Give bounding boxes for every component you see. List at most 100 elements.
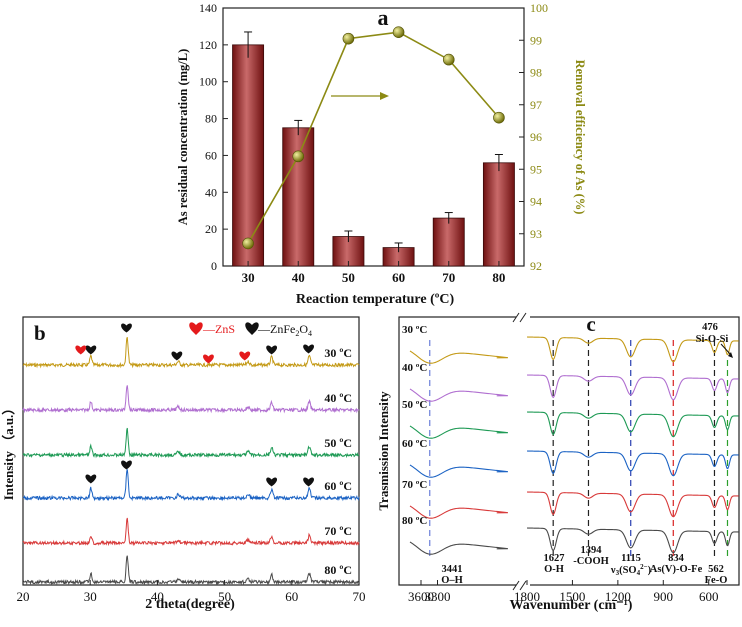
right-tick-label: 98 <box>530 66 542 80</box>
znfe2o4-marker <box>121 323 132 333</box>
xrd-temp-label: 60 ºC <box>324 479 352 493</box>
xrd-temp-label: 40 ºC <box>324 391 352 405</box>
band-834-label: As(V)-O-Fe <box>650 564 703 575</box>
x-tick-label: 30 <box>242 270 255 285</box>
x-tick-label: 1500 <box>559 589 585 604</box>
right-tick-label: 99 <box>530 33 542 47</box>
xrd-temp-label: 70 ºC <box>324 524 352 538</box>
panel-b-xrd-traces <box>22 336 360 586</box>
removal-point-50 <box>342 32 355 45</box>
band-476-pointer <box>720 343 732 356</box>
ftir-trace-high-40ºC <box>409 388 508 402</box>
left-tick-label: 140 <box>199 1 217 15</box>
panel-b-x-ticks: 20 30 40 50 60 70 <box>17 580 366 604</box>
bar-30 <box>232 44 265 267</box>
left-tick-label: 100 <box>199 75 217 89</box>
xrd-trace-60ºC <box>22 469 360 502</box>
ftir-trace-low-80ºC <box>526 527 739 554</box>
panel-b-frame <box>22 316 360 586</box>
band-3441-label: O–H <box>441 575 463 586</box>
panel-b-chart: 20 30 40 50 60 70 30 ºC 40 ºC 50 ºC 60 ºC 70 ºC 80… <box>1 316 366 612</box>
xrd-trace-70ºC <box>22 517 360 547</box>
band-476-pointer-head <box>728 352 733 358</box>
zns-legend-marker <box>189 322 203 335</box>
ftir-temp-label: 80 ºC <box>402 515 427 527</box>
panel-c-temperature-labels: 30 ºC 40 ºC 50 ºC 60 ºC 70 ºC 80 ºC <box>402 324 427 527</box>
znfe2o4-marker <box>85 474 97 484</box>
band-1394-wavenumber: 1394 <box>581 545 603 556</box>
zns-legend-text: —ZnS <box>202 322 235 336</box>
band-3441-wavenumber: 3441 <box>442 564 463 575</box>
left-tick-label: 20 <box>205 222 217 236</box>
x-tick-label: 3600 <box>408 589 434 604</box>
removal-efficiency-line <box>247 31 500 244</box>
x-tick-label: 50 <box>218 589 231 604</box>
removal-point-30 <box>242 237 254 250</box>
right-tick-label: 96 <box>530 130 542 144</box>
x-tick-label: 1800 <box>514 589 540 604</box>
ftir-temp-label: 70 ºC <box>402 479 427 491</box>
panel-a-x-ticks: 30 40 50 60 70 80 <box>242 261 505 285</box>
x-tick-label: 70 <box>442 270 455 285</box>
x-tick-label: 60 <box>392 270 405 285</box>
panel-a-left-axis-label: As residual concentration (mg/L) <box>176 49 190 226</box>
znfe2o4-marker <box>121 460 132 470</box>
ftir-trace-high-30ºC <box>409 350 508 364</box>
panel-a-frame <box>222 7 525 267</box>
panel-b-x-axis-label: 2 theta(degree) <box>145 597 235 612</box>
band-1627-label: O-H <box>544 564 564 575</box>
band-476-wavenumber: 476 <box>702 322 718 333</box>
zns-marker <box>239 351 251 361</box>
xrd-temp-label: 30 ºC <box>324 346 352 360</box>
panel-a-label: a <box>378 5 389 30</box>
znfe2o4-marker <box>303 477 315 487</box>
right-tick-label: 92 <box>530 259 542 273</box>
band-562-wavenumber: 562 <box>708 564 724 575</box>
znfe2o4-marker <box>171 351 183 361</box>
x-tick-label: 60 <box>285 589 298 604</box>
panel-a-left-ticks: 0 20 40 60 80 100 120 140 <box>199 1 228 273</box>
left-tick-label: 40 <box>205 185 217 199</box>
panel-a-chart: 0 20 40 60 80 100 120 140 92 93 94 95 96 97 98 99 100 3… <box>176 1 587 307</box>
right-tick-label: 95 <box>530 162 542 176</box>
ftir-trace-low-30ºC <box>526 336 739 363</box>
ftir-trace-low-60ºC <box>526 450 739 477</box>
bar-40 <box>282 127 315 267</box>
right-tick-label: 97 <box>530 98 542 112</box>
left-tick-label: 60 <box>205 148 217 162</box>
ftir-trace-low-50ºC <box>526 411 739 438</box>
right-tick-label: 100 <box>530 1 548 15</box>
x-tick-label: 40 <box>292 270 305 285</box>
x-tick-label: 3300 <box>425 589 451 604</box>
removal-point-70 <box>442 53 455 66</box>
band-834-wavenumber: 834 <box>668 553 685 564</box>
x-tick-label: 1200 <box>605 589 631 604</box>
x-tick-label: 20 <box>17 589 30 604</box>
znfe2o4-marker <box>266 345 278 355</box>
ftir-temp-label: 40 ºC <box>402 362 427 374</box>
znfe2o4-marker <box>85 345 97 355</box>
zns-marker <box>203 354 214 364</box>
ftir-trace-high-70ºC <box>409 505 508 519</box>
band-476-label: Si-O-Si <box>696 334 729 345</box>
removal-point-80 <box>493 111 505 124</box>
xrd-trace-30ºC <box>22 336 360 369</box>
ftir-trace-high-50ºC <box>409 425 508 439</box>
panel-a-removal-line <box>242 26 505 250</box>
xrd-temp-label: 50 ºC <box>324 436 352 450</box>
x-tick-label: 40 <box>151 589 164 604</box>
left-tick-label: 80 <box>205 112 217 126</box>
band-1115-wavenumber: 1115 <box>621 553 641 564</box>
panel-a-right-ticks: 92 93 94 95 96 97 98 99 100 <box>519 1 548 273</box>
panel-c-frame <box>398 316 740 586</box>
znfe2o4-legend-text: —ZnFe2O4 <box>257 322 312 338</box>
panel-a-right-axis-label: Removal efficiency of As (%) <box>573 60 587 215</box>
znfe2o4-marker <box>266 477 278 487</box>
zns-marker <box>75 345 87 355</box>
band-1394-label: -COOH <box>573 556 609 567</box>
left-tick-label: 0 <box>211 259 217 273</box>
removal-point-60 <box>392 26 405 38</box>
panel-c-x-axis-label: Wavenumber (cm⁻¹) <box>510 598 633 613</box>
